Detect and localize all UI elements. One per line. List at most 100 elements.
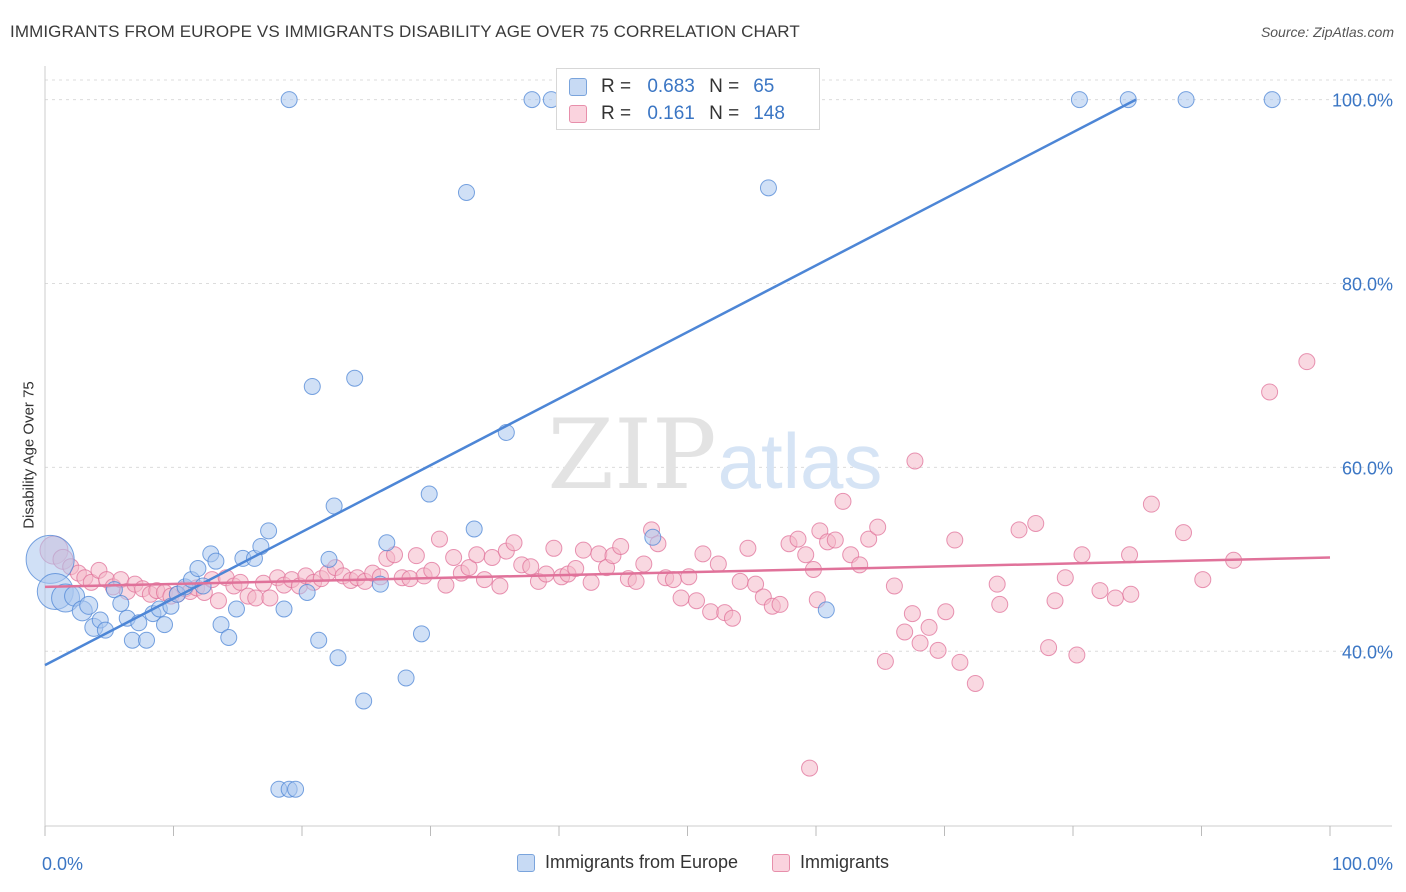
immigrants-point: [771, 595, 789, 613]
x-tick-label-max: 100.0%: [1332, 854, 1393, 874]
immigrants-point: [834, 492, 852, 510]
immigrants-point: [582, 573, 600, 591]
europe-point: [138, 631, 156, 649]
immigrants-point: [1046, 592, 1064, 610]
immigrants-point: [672, 589, 690, 607]
immigrants-point: [1261, 383, 1279, 401]
europe-point: [310, 631, 328, 649]
n-label: N =: [709, 103, 740, 124]
immigrants-point: [920, 618, 938, 636]
europe-point: [355, 692, 373, 710]
immigrants-point: [694, 545, 712, 563]
immigrants-point: [826, 531, 844, 549]
legend-item-europe[interactable]: Immigrants from Europe: [516, 852, 739, 873]
europe-point: [112, 594, 130, 612]
europe-point: [413, 625, 431, 643]
immigrants-point: [1056, 569, 1074, 587]
europe-point: [280, 91, 298, 109]
y-tick-label: 100.0%: [1332, 91, 1393, 111]
immigrants-point: [1298, 353, 1316, 371]
immigrants-point: [929, 641, 947, 659]
immigrants-point: [635, 555, 653, 573]
r-value: 0.683: [647, 76, 695, 97]
immigrants-point: [1106, 589, 1124, 607]
immigrants-point: [797, 546, 815, 564]
immigrants-point: [423, 561, 441, 579]
immigrants-point: [468, 546, 486, 564]
legend-label-europe: Immigrants from Europe: [544, 852, 739, 872]
immigrants-point: [991, 595, 1009, 613]
immigrants-point: [612, 537, 630, 555]
europe-point: [79, 595, 99, 615]
immigrants-point: [437, 576, 455, 594]
europe-point: [287, 780, 305, 798]
europe-point: [212, 616, 230, 634]
y-tick-label: 60.0%: [1342, 458, 1393, 478]
immigrants-point: [491, 577, 509, 595]
source-credit: Source: ZipAtlas.com: [1260, 24, 1394, 40]
europe-point: [189, 560, 207, 578]
immigrants-point: [801, 759, 819, 777]
europe-point: [298, 583, 316, 601]
europe-point: [457, 183, 475, 201]
immigrants-point: [1121, 546, 1139, 564]
immigrants-point: [860, 530, 878, 548]
immigrants-point: [911, 634, 929, 652]
europe-point: [207, 552, 225, 570]
immigrants-point: [1122, 585, 1140, 603]
europe-point: [123, 631, 141, 649]
immigrants-point: [574, 541, 592, 559]
europe-point: [378, 534, 396, 552]
europe-point: [329, 649, 347, 667]
europe-point: [260, 522, 278, 540]
r-label: R =: [601, 103, 632, 124]
immigrants-point: [567, 560, 585, 578]
europe-point: [420, 485, 438, 503]
immigrants-point: [445, 549, 463, 567]
immigrants-point: [1010, 521, 1028, 539]
immigrants-point: [505, 534, 523, 552]
immigrants-point: [885, 577, 903, 595]
europe-point: [465, 520, 483, 538]
europe-point: [1263, 91, 1281, 109]
chart-title: IMMIGRANTS FROM EUROPE VS IMMIGRANTS DIS…: [10, 22, 800, 41]
immigrants-point: [1142, 495, 1160, 513]
immigrants-point: [951, 653, 969, 671]
europe-point: [523, 91, 541, 109]
europe-point: [320, 550, 338, 568]
n-value: 65: [753, 76, 775, 97]
europe-point: [275, 600, 293, 618]
europe-point: [227, 600, 245, 618]
immigrants-point: [723, 609, 741, 627]
stats-row-europe: R = 0.683 N = 65: [569, 74, 774, 100]
immigrants-point: [739, 539, 757, 557]
immigrants-point: [545, 539, 563, 557]
immigrants-point: [906, 452, 924, 470]
immigrants-point: [946, 531, 964, 549]
watermark-atlas: atlas: [718, 417, 883, 505]
y-axis-title: Disability Age Over 75: [20, 381, 38, 529]
immigrants-point: [407, 547, 425, 565]
stats-swatch-immigrants: [569, 105, 587, 123]
immigrants-point: [1027, 514, 1045, 532]
immigrants-point: [966, 674, 984, 692]
n-label: N =: [709, 76, 740, 97]
y-tick-label: 40.0%: [1342, 642, 1393, 662]
europe-point: [303, 377, 321, 395]
immigrants-point: [664, 571, 682, 589]
immigrants-point: [851, 556, 869, 574]
stats-row-immigrants: R = 0.161 N = 148: [569, 101, 785, 127]
trend-lines: [44, 98, 1331, 667]
immigrants-point: [876, 652, 894, 670]
legend-swatch-europe: [516, 853, 535, 872]
immigrants-point: [537, 565, 555, 583]
y-tick-labels: 40.0% 60.0% 80.0% 100.0%: [1332, 91, 1393, 663]
immigrants-point: [386, 546, 404, 564]
immigrants-point: [209, 592, 227, 610]
europe-point: [1119, 91, 1137, 109]
x-tick-label-min: 0.0%: [42, 854, 83, 874]
legend-item-immigrants[interactable]: Immigrants: [772, 852, 889, 873]
stats-legend-box: R = 0.683 N = 65 R = 0.161 N = 148: [556, 68, 820, 130]
immigrants-point: [1068, 646, 1086, 664]
